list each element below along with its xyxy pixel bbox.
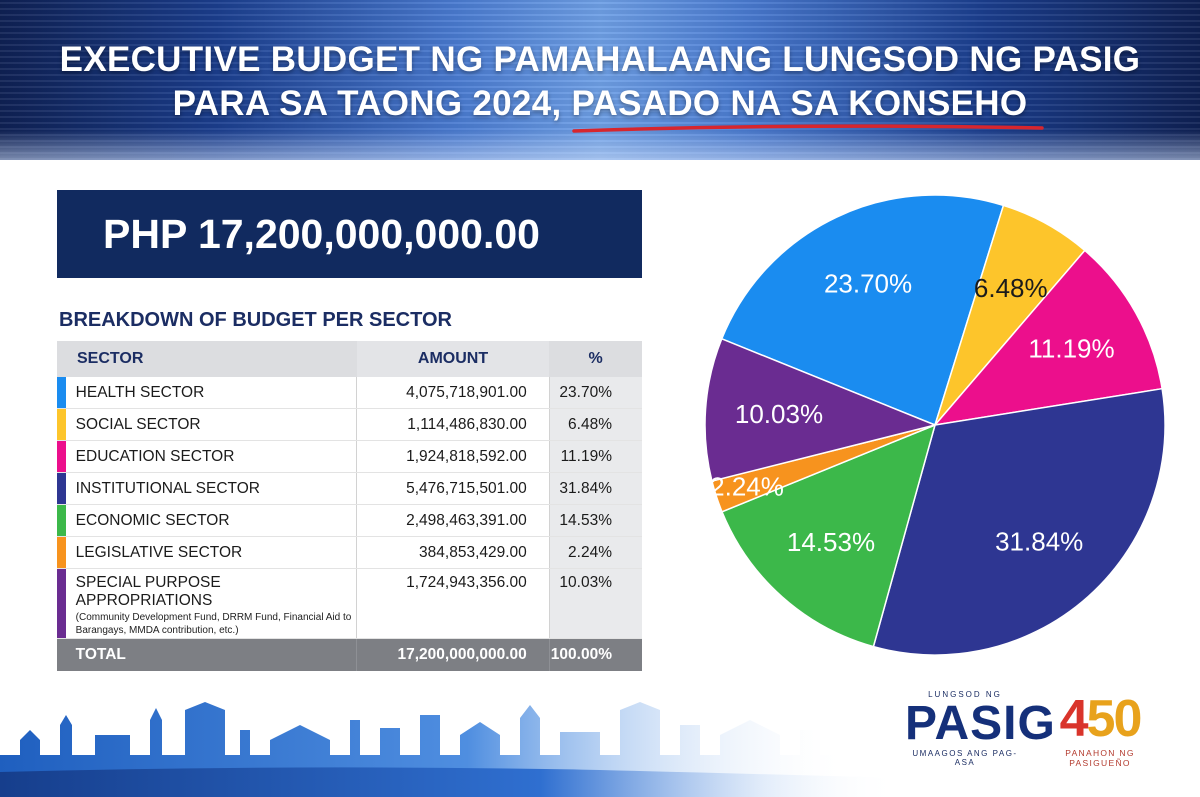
table-header-row: SECTOR AMOUNT % [57,341,642,377]
sector-color-swatch [57,472,66,505]
total-percent: 100.00% [548,638,642,671]
sector-percent: 2.24% [548,536,642,569]
sector-percent: 10.03% [548,568,642,639]
pie-slice [933,249,1163,427]
sector-amount: 1,724,943,356.00 [356,568,550,639]
sector-name-cell: EDUCATION SECTOR [65,440,357,473]
header-banner: EXECUTIVE BUDGET NG PAMAHALAANG LUNGSOD … [0,0,1200,160]
pie-slice [872,387,1166,656]
sector-name-cell: LEGISLATIVE SECTOR [65,536,357,569]
breakdown-title: BREAKDOWN OF BUDGET PER SECTOR [59,309,452,331]
budget-pie-chart: 23.70% 6.48% 11.19% 31.84% 14.53%2.24% 10.03% [704,195,1166,656]
anniversary-450-logo: 450 PANAHON NG PASIGUEÑO [1040,690,1160,780]
sector-percent: 23.70% [548,377,642,409]
total-budget-box: PHP 17,200,000,000.00 [57,190,642,278]
pie-slice-label: 23.70% [824,269,912,299]
table-row: SPECIAL PURPOSE APPROPRIATIONS (Community… [57,568,642,639]
budget-table: SECTOR AMOUNT % HEALTH SECTOR 4,075,718,9… [57,341,642,671]
sector-name: HEALTH SECTOR [75,383,205,401]
pie-slice [720,195,1005,427]
anniversary-logo-tagline: PANAHON NG PASIGUEÑO [1065,748,1135,768]
header-sector: SECTOR [57,341,357,377]
pie-slice [721,423,937,648]
sector-amount: 1,924,818,592.00 [356,440,550,473]
table-row: LEGISLATIVE SECTOR 384,853,429.00 2.24% [57,536,642,569]
sector-color-swatch [57,440,66,473]
table-row: INSTITUTIONAL SECTOR 5,476,715,501.00 31.8… [57,472,642,505]
sector-name: EDUCATION SECTOR [75,447,235,465]
sector-name-cell: INSTITUTIONAL SECTOR [65,472,357,505]
pie-slice [704,337,938,482]
pasig-logo-wordmark: PASIG [905,697,1056,750]
sector-name: ECONOMIC SECTOR [75,511,230,529]
sector-color-swatch [57,408,66,441]
sector-color-swatch [57,536,66,569]
pasig-logo-top-text: LUNGSOD NG [928,690,1002,699]
sector-color-swatch [57,504,66,537]
title-underline [572,124,1044,133]
sector-percent: 11.19% [548,440,642,473]
table-row: ECONOMIC SECTOR 2,498,463,391.00 14.53% [57,504,642,537]
pasig-logo-tagline: UMAAGOS ANG PAG-ASA [912,749,1018,767]
sector-name-cell: SOCIAL SECTOR [65,408,357,441]
table-row: SOCIAL SECTOR 1,114,486,830.00 6.48% [57,408,642,441]
table-total-row: TOTAL 17,200,000,000.00 100.00% [57,638,642,671]
page-title-line-2: PARA SA TAONG 2024, PASADO NA SA KONSEHO [172,84,1028,123]
sector-amount: 2,498,463,391.00 [356,504,550,537]
sector-color-swatch [57,377,66,409]
sector-color-swatch [57,568,66,639]
pie-slice-label: 31.84% [995,527,1083,557]
sector-amount: 4,075,718,901.00 [356,377,550,409]
anniversary-logo-number: 450 [1040,690,1160,748]
city-skyline-illustration [0,702,900,797]
pie-slice-label: 10.03% [735,399,823,429]
table-row: EDUCATION SECTOR 1,924,818,592.00 11.19% [57,440,642,473]
sector-amount: 1,114,486,830.00 [356,408,550,441]
table-row: HEALTH SECTOR 4,075,718,901.00 23.70% [57,377,642,409]
sector-name-cell: ECONOMIC SECTOR [65,504,357,537]
sector-name-cell: HEALTH SECTOR [65,377,357,409]
pie-slice-label: 11.19% [1028,334,1114,364]
sector-name: LEGISLATIVE SECTOR [75,543,243,561]
pie-slice-label: 6.48% [974,273,1048,303]
page-title-line-1: EXECUTIVE BUDGET NG PAMAHALAANG LUNGSOD … [59,40,1141,79]
total-amount: 17,200,000,000.00 [356,638,550,671]
anniversary-logo-digit-4: 4 [1059,690,1089,748]
sector-note: (Community Development Fund, DRRM Fund, … [75,612,352,636]
sector-amount: 384,853,429.00 [356,536,550,569]
header-amount: AMOUNT [356,341,550,377]
header-percent: % [549,341,642,377]
sector-percent: 14.53% [548,504,642,537]
sector-amount: 5,476,715,501.00 [356,472,550,505]
sector-percent: 31.84% [548,472,642,505]
sector-name-cell: SPECIAL PURPOSE APPROPRIATIONS (Community… [65,568,357,639]
sector-name: SOCIAL SECTOR [75,415,201,433]
anniversary-logo-digits-50: 50 [1086,690,1143,748]
sector-percent: 6.48% [548,408,642,441]
sector-name: INSTITUTIONAL SECTOR [75,479,260,497]
total-swatch [57,638,66,671]
sector-name: SPECIAL PURPOSE APPROPRIATIONS [75,574,221,609]
pasig-city-logo: LUNGSOD NG PASIG UMAAGOS ANG PAG-ASA [905,690,1056,780]
total-label: TOTAL [65,638,357,671]
pie-slice-label: 14.53% [787,527,875,557]
pie-slice-label: 2.24% [710,472,784,502]
